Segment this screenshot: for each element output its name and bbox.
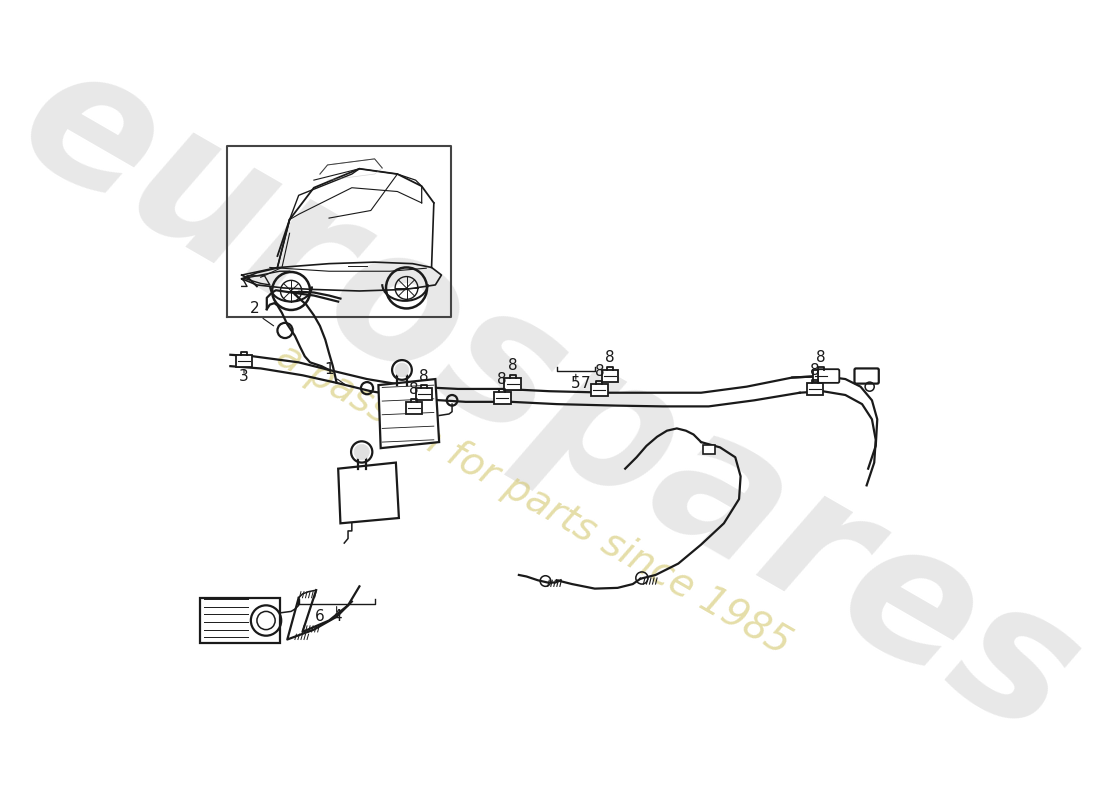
Bar: [416, 388, 432, 400]
Text: a passion for parts since 1985: a passion for parts since 1985: [271, 336, 798, 662]
Polygon shape: [338, 462, 399, 523]
Bar: [591, 384, 607, 396]
Bar: [703, 445, 715, 454]
Text: 2: 2: [250, 301, 260, 316]
Bar: [806, 383, 824, 395]
Text: 6: 6: [315, 609, 324, 623]
FancyBboxPatch shape: [855, 369, 879, 384]
Text: 8: 8: [811, 363, 819, 378]
Text: 8: 8: [409, 382, 419, 398]
FancyBboxPatch shape: [818, 369, 839, 383]
Text: 5: 5: [571, 376, 581, 391]
Circle shape: [354, 444, 370, 459]
Bar: [494, 392, 510, 404]
Bar: [200, 598, 279, 643]
Text: 4: 4: [332, 609, 341, 623]
Bar: [813, 370, 829, 382]
Text: 3: 3: [239, 369, 249, 383]
Text: 8: 8: [595, 364, 604, 379]
Circle shape: [395, 363, 409, 377]
Text: 8: 8: [419, 369, 429, 383]
Bar: [406, 402, 422, 414]
Text: 1: 1: [324, 362, 334, 377]
Text: 8: 8: [605, 350, 615, 366]
Bar: [602, 370, 618, 382]
Bar: [235, 354, 252, 367]
Polygon shape: [378, 379, 439, 448]
Text: eurospares: eurospares: [0, 26, 1100, 775]
Text: 7: 7: [581, 376, 591, 391]
Bar: [505, 378, 521, 390]
Text: 8: 8: [816, 350, 826, 366]
Text: 8: 8: [508, 358, 518, 373]
Text: 8: 8: [497, 372, 507, 387]
